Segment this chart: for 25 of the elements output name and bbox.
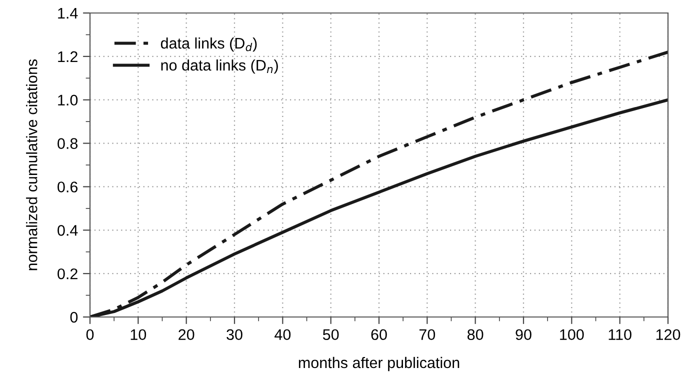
x-tick-label: 90 [516, 329, 532, 340]
legend-label: no data links (D$_{n}$) [161, 59, 278, 74]
x-tick-label: 20 [178, 329, 194, 340]
x-axis-title: months after publication [298, 356, 460, 372]
x-tick-label: 80 [468, 329, 484, 340]
y-tick-label: 1.2 [58, 51, 78, 62]
y-tick-label: 0.8 [58, 138, 78, 149]
y-tick-label: 1.0 [58, 94, 78, 106]
x-tick-label: 50 [322, 329, 339, 340]
x-tick-label: 40 [274, 329, 291, 340]
x-tick-label: 10 [130, 329, 146, 340]
y-tick-label: 1.4 [58, 8, 78, 19]
y-axis-title: normalized cumulative citations [26, 59, 38, 270]
x-tick-label: 30 [226, 329, 242, 340]
x-tick-label: 100 [560, 329, 584, 340]
y-tick-label: 0 [70, 312, 78, 323]
x-tick-label: 70 [419, 329, 436, 340]
legend-label: data links (D$_{d}$) [160, 37, 257, 52]
x-tick-label: 60 [371, 329, 387, 340]
x-tick-label: 0 [86, 329, 94, 340]
x-tick-label: 120 [656, 329, 680, 340]
y-tick-label: 0.6 [58, 182, 78, 192]
y-tick-label: 0.4 [58, 225, 78, 236]
y-tick-label: 0.2 [58, 268, 78, 280]
x-tick-label: 110 [608, 329, 632, 340]
